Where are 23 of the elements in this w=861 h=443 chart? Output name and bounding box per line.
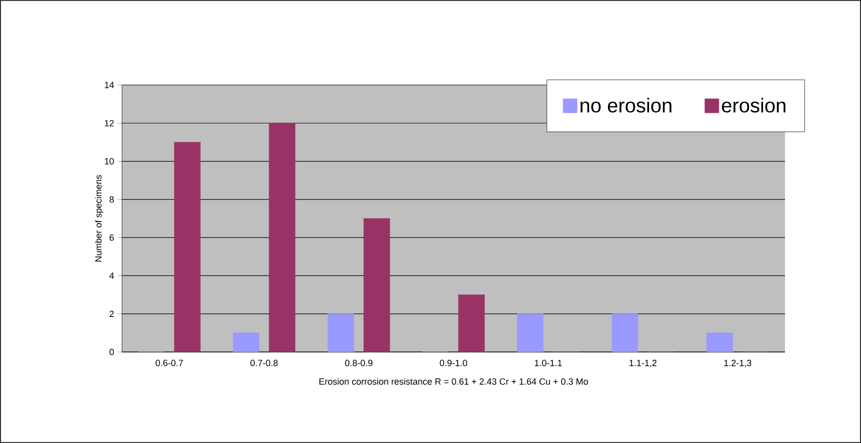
bar (174, 142, 201, 352)
y-tick-label: 12 (104, 120, 114, 126)
y-tick-label: 14 (104, 82, 114, 88)
legend-label: erosion (722, 98, 786, 113)
x-tick-label: 1.1-1,2 (630, 360, 656, 368)
y-tick-label: 4 (109, 272, 114, 279)
x-tick-label: 1.0-1.1 (534, 360, 562, 366)
y-tick-label: 10 (104, 158, 114, 164)
y-tick-label: 0 (110, 348, 114, 356)
y-axis-title: Number of specimens (94, 175, 104, 262)
legend-label: no erosion (580, 98, 672, 113)
bar (364, 218, 390, 352)
bar (458, 294, 485, 352)
y-tick-label: 8 (110, 196, 114, 203)
x-tick-label: 1.2-1,3 (724, 360, 752, 368)
y-tick-label: 6 (110, 234, 114, 241)
x-tick-label: 0.8-0.9 (345, 360, 372, 366)
bar (268, 122, 296, 352)
x-axis-title: Erosion corrosion resistance R = 0.61 + 2.43 Cr + 1.64 Cu + 0.3 Mo (319, 378, 588, 385)
x-tick-label: 0.9-1.0 (440, 360, 468, 366)
x-tick-label: 0.6-0.7 (156, 360, 183, 366)
y-tick-label: 2 (110, 310, 114, 317)
x-tick-label: 0.7-0.8 (250, 360, 278, 366)
